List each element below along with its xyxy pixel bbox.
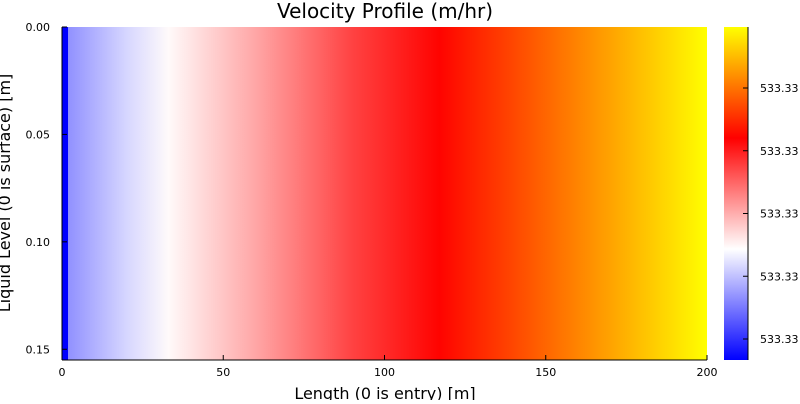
x-axis-ticks: 0 50 100 150 200 — [59, 355, 718, 379]
colorbar-tick-label: 533.33 — [760, 82, 799, 95]
x-tick-label: 200 — [697, 366, 718, 379]
x-tick-label: 0 — [59, 366, 66, 379]
colorbar-tick-label: 533.33 — [760, 208, 799, 221]
y-tick-label: 0.10 — [26, 236, 51, 249]
y-tick-label: 0.15 — [26, 343, 51, 356]
chart-title: Velocity Profile (m/hr) — [277, 0, 493, 23]
y-axis-ticks: 0.00 0.05 0.10 0.15 — [26, 21, 67, 356]
heatmap-area — [62, 27, 707, 360]
x-tick-label: 100 — [374, 366, 395, 379]
colorbar-tick-label: 533.33 — [760, 333, 799, 346]
x-tick-label: 50 — [216, 366, 230, 379]
y-tick-label: 0.05 — [26, 128, 51, 141]
colorbar-tick-label: 533.33 — [760, 270, 799, 283]
colorbar-ticks: 533.33 533.33 533.33 533.33 533.33 — [743, 82, 799, 346]
y-tick-label: 0.00 — [26, 21, 51, 34]
colorbar — [724, 27, 748, 360]
colorbar-tick-label: 533.33 — [760, 145, 799, 158]
x-axis-label: Length (0 is entry) [m] — [294, 384, 475, 400]
heatmap-entry-column — [62, 27, 68, 360]
x-tick-label: 150 — [535, 366, 556, 379]
y-axis-label: Liquid Level (0 is surface) [m] — [0, 74, 14, 313]
